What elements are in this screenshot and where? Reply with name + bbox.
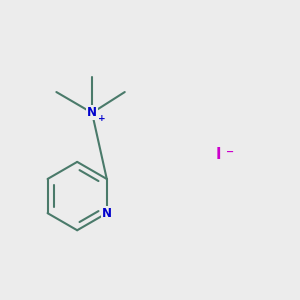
Text: N: N	[87, 106, 97, 119]
Text: N: N	[102, 207, 112, 220]
Text: I: I	[216, 147, 221, 162]
Text: −: −	[226, 146, 234, 157]
Text: +: +	[98, 114, 105, 123]
